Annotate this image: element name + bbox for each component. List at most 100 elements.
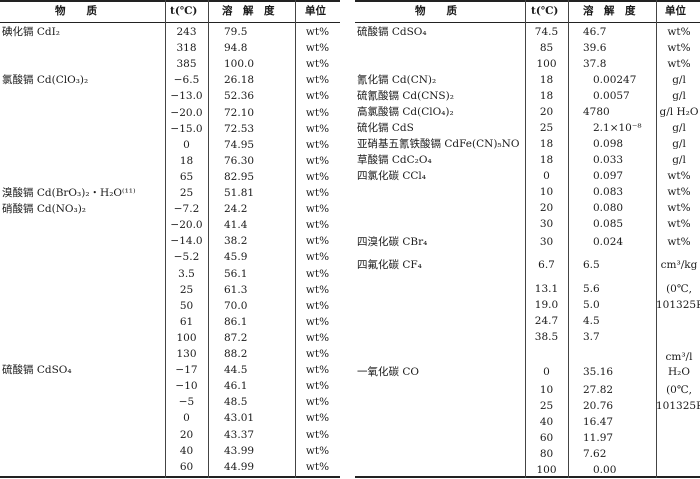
solubility-cell: 0.083: [593, 186, 624, 198]
unit-cell: g/l: [672, 154, 686, 166]
temperature-cell: −14.0: [170, 235, 203, 248]
temperature-cell: 10: [539, 186, 554, 198]
temperature-cell: 50: [179, 299, 194, 312]
unit-cell: wt%: [305, 219, 330, 232]
substance-cell: 一氧化碳 CO: [357, 366, 419, 378]
temperature-cell: 130: [176, 348, 197, 360]
unit-cell: wt%: [305, 331, 330, 344]
unit-cell: wt%: [305, 444, 330, 457]
substance-cell: 氯酸镉 Cd(ClO₃)₂: [2, 74, 89, 87]
substance-cell: 硫酸镉 CdSO₄: [2, 364, 72, 377]
substance-cell: 硫酸镉 CdSO₄: [357, 26, 427, 38]
solubility-cell: 3.7: [583, 331, 600, 343]
solubility-cell: 4780: [583, 106, 610, 118]
temperature-cell: 60: [179, 460, 194, 473]
substance-cell: 四溴化碳 CBr₄: [357, 236, 428, 248]
solubility-cell: 5.6: [583, 283, 600, 295]
column-divider: [165, 0, 166, 478]
solubility-cell: 61.3: [224, 283, 248, 296]
header-substance: 物 质: [55, 5, 97, 17]
temperature-cell: 10: [539, 384, 554, 396]
temperature-cell: 19.0: [534, 299, 559, 311]
solubility-cell: 2.1×10⁻⁸: [593, 122, 642, 134]
solubility-cell: 16.47: [583, 416, 614, 428]
substance-cell: 硝酸镉 Cd(NO₃)₂: [2, 203, 86, 216]
solubility-cell: 6.5: [583, 259, 600, 271]
header-unit: 单位: [305, 5, 326, 17]
substance-cell: 草酸镉 CdC₂O₄: [357, 154, 432, 166]
top-rule: [355, 0, 700, 2]
temperature-cell: 6.7: [538, 259, 555, 271]
solubility-cell: 100.0: [224, 58, 255, 71]
temperature-cell: −5: [178, 396, 195, 409]
temperature-cell: −5.2: [173, 251, 200, 264]
solubility-cell: 94.8: [224, 42, 248, 55]
solubility-cell: 5.0: [583, 299, 600, 311]
substance-cell: 亚硝基五氰铁酸镉 CdFe(CN)₅NO: [357, 138, 520, 150]
solubility-cell: 11.97: [583, 432, 614, 444]
unit-cell: wt%: [305, 460, 330, 473]
unit-cell: 101325Pa): [656, 400, 700, 412]
solubility-cell: 4.5: [583, 315, 600, 327]
solubility-cell: 46.7: [583, 26, 607, 38]
solubility-cell: 0.00247: [593, 74, 637, 86]
substance-cell: 四氟化碳 CF₄: [357, 259, 422, 271]
temperature-cell: 0: [543, 366, 550, 378]
header-solubility: 溶 解 度: [583, 5, 636, 17]
column-divider: [208, 0, 209, 478]
solubility-cell: 86.1: [224, 315, 248, 328]
solubility-cell: 43.37: [224, 428, 255, 441]
temperature-cell: 60: [539, 432, 554, 444]
solubility-cell: 35.16: [583, 366, 614, 378]
solubility-cell: 45.9: [224, 251, 248, 264]
unit-cell: (0℃,: [666, 384, 692, 396]
solubility-cell: 39.6: [583, 42, 607, 54]
solubility-cell: 48.5: [224, 396, 248, 409]
solubility-cell: 26.18: [224, 74, 255, 87]
temperature-cell: 40: [179, 444, 194, 457]
unit-cell: wt%: [305, 299, 330, 312]
temperature-cell: 18: [179, 154, 194, 167]
temperature-cell: 243: [176, 26, 197, 38]
column-divider: [525, 0, 526, 478]
temperature-cell: 100: [536, 464, 557, 476]
temperature-cell: 18: [539, 138, 554, 150]
solubility-cell: 20.76: [583, 400, 614, 412]
unit-cell: wt%: [305, 26, 330, 38]
unit-cell: cm³/kg: [660, 259, 698, 271]
solubility-cell: 0.080: [593, 202, 624, 214]
temperature-cell: −17: [175, 364, 198, 377]
temperature-cell: 25: [179, 187, 194, 199]
solubility-cell: 88.2: [224, 348, 248, 360]
unit-cell: wt%: [305, 154, 330, 167]
header-substance: 物 质: [415, 5, 457, 17]
temperature-cell: 24.7: [534, 315, 559, 327]
solubility-cell: 87.2: [224, 331, 248, 344]
unit-cell: wt%: [667, 170, 691, 182]
substance-cell: 氰化镉 Cd(CN)₂: [357, 74, 437, 86]
unit-cell: wt%: [305, 235, 330, 248]
unit-cell: wt%: [305, 396, 330, 409]
temperature-cell: −6.5: [173, 74, 200, 87]
unit-cell: wt%: [305, 412, 330, 425]
unit-cell: wt%: [305, 348, 330, 360]
bottom-rule: [0, 476, 340, 478]
solubility-cell: 27.82: [583, 384, 614, 396]
solubility-cell: 0.098: [593, 138, 624, 150]
temperature-cell: 0: [543, 170, 550, 182]
unit-cell: wt%: [305, 90, 330, 103]
unit-cell: (0℃,: [666, 283, 692, 295]
solubility-cell: 70.0: [224, 299, 248, 312]
solubility-cell: 74.95: [224, 138, 255, 151]
temperature-cell: 30: [539, 218, 554, 230]
column-divider: [568, 0, 569, 478]
unit-cell: wt%: [305, 122, 330, 135]
unit-cell: wt%: [305, 203, 330, 216]
temperature-cell: 65: [179, 170, 194, 183]
unit-cell: wt%: [667, 202, 691, 214]
solubility-cell: 0.0057: [593, 90, 630, 102]
unit-cell: wt%: [305, 58, 330, 71]
unit-cell: H₂O: [668, 366, 690, 378]
solubility-cell: 82.95: [224, 170, 255, 183]
substance-cell: 溴酸镉 Cd(BrO₃)₂・H₂O⁽¹¹⁾: [2, 187, 136, 199]
